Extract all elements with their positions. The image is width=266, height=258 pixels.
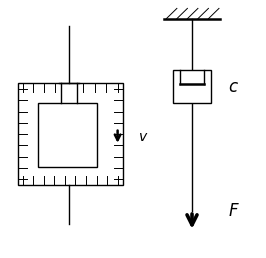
FancyBboxPatch shape [18,83,123,186]
Text: $c$: $c$ [228,78,239,96]
FancyBboxPatch shape [173,70,211,103]
Text: $v$: $v$ [138,130,148,144]
Text: $F$: $F$ [228,202,240,220]
FancyBboxPatch shape [38,103,97,167]
